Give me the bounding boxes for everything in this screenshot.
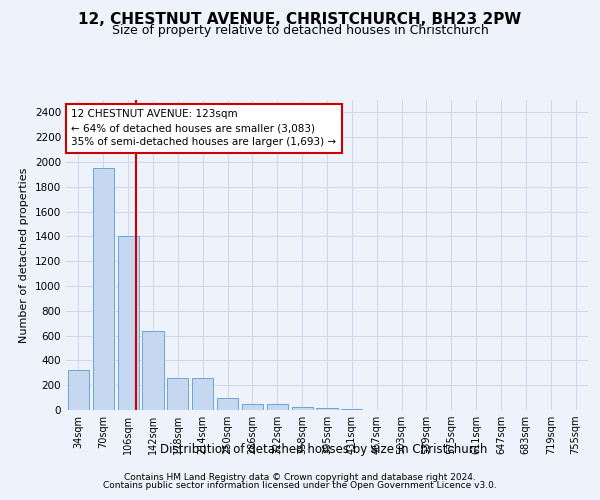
Bar	[167, 378, 188, 410]
Text: Size of property relative to detached houses in Christchurch: Size of property relative to detached ho…	[112, 24, 488, 37]
Bar	[118, 236, 139, 410]
Text: 12 CHESTNUT AVENUE: 123sqm
← 64% of detached houses are smaller (3,083)
35% of s: 12 CHESTNUT AVENUE: 123sqm ← 64% of deta…	[71, 110, 337, 148]
Bar	[68, 370, 89, 410]
Bar	[217, 398, 238, 410]
Bar	[93, 168, 114, 410]
Bar	[292, 407, 313, 410]
Text: Contains public sector information licensed under the Open Government Licence v3: Contains public sector information licen…	[103, 481, 497, 490]
Bar	[267, 404, 288, 410]
Bar	[242, 404, 263, 410]
Bar	[192, 378, 213, 410]
Text: 12, CHESTNUT AVENUE, CHRISTCHURCH, BH23 2PW: 12, CHESTNUT AVENUE, CHRISTCHURCH, BH23 …	[79, 12, 521, 28]
Bar	[142, 330, 164, 410]
Text: Contains HM Land Registry data © Crown copyright and database right 2024.: Contains HM Land Registry data © Crown c…	[124, 472, 476, 482]
Bar	[316, 408, 338, 410]
Text: Distribution of detached houses by size in Christchurch: Distribution of detached houses by size …	[160, 442, 488, 456]
Y-axis label: Number of detached properties: Number of detached properties	[19, 168, 29, 342]
